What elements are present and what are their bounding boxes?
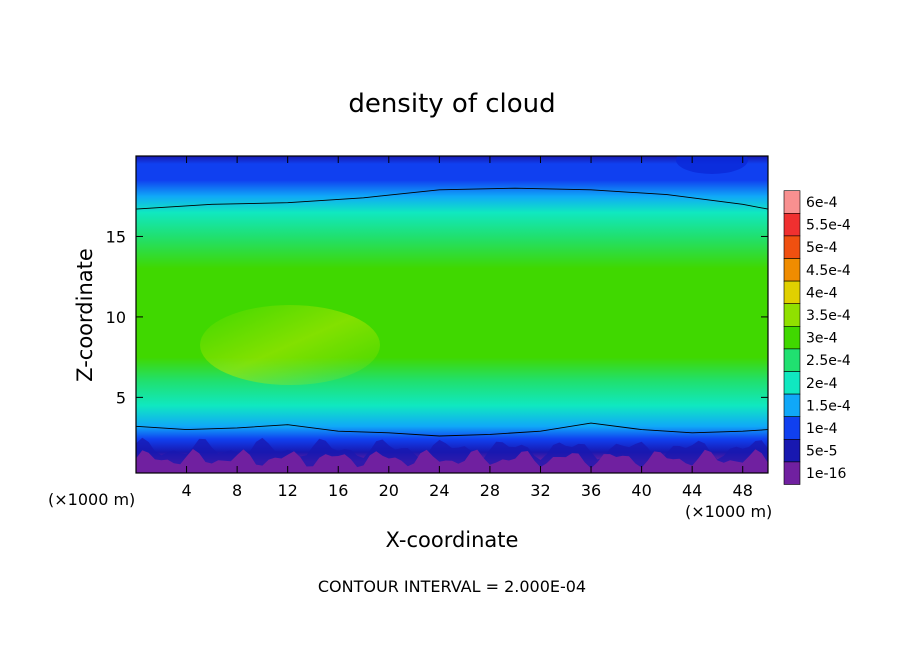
colorbar-label: 1.5e-4 (806, 398, 851, 414)
x-tick-label: 4 (181, 481, 191, 500)
low-density-ground-band (136, 437, 768, 473)
contour-line-1 (136, 187, 768, 210)
colorbar-label: 2e-4 (806, 376, 838, 392)
y-tick-label: 5 (116, 388, 126, 407)
colorbar-swatch (783, 371, 801, 395)
x-tick-label: 12 (278, 481, 298, 500)
x-tick-label: 8 (232, 481, 242, 500)
colorbar-label: 4e-4 (806, 285, 838, 301)
contour-lines (136, 187, 768, 437)
colorbar-label: 4.5e-4 (806, 263, 851, 279)
chart-title: density of cloud (348, 89, 555, 119)
colorbar-label: 2.5e-4 (806, 353, 851, 369)
y-axis-label: Z-coordinate (73, 248, 97, 382)
colorbar-swatch (783, 348, 801, 372)
x-tick-label: 32 (530, 481, 550, 500)
y-axis-ticks: 5 10 15 (106, 227, 768, 407)
x-tick-label: 28 (480, 481, 500, 500)
colorbar-swatch (783, 303, 801, 327)
colorbar-label: 6e-4 (806, 195, 838, 211)
x-tick-label: 40 (631, 481, 651, 500)
colorbar-swatch (783, 280, 801, 305)
colorbar-label: 1e-16 (806, 466, 846, 482)
y-tick-label: 10 (106, 308, 126, 327)
x-axis-ticks: 4 8 12 16 20 24 28 32 36 40 44 48 (181, 156, 753, 500)
colorbar-swatch (783, 190, 801, 214)
colorbar-label: 5.5e-4 (806, 218, 851, 234)
x-axis-label: X-coordinate (386, 528, 519, 552)
colorbar-swatch (783, 393, 801, 418)
contour-interval-note: CONTOUR INTERVAL = 2.000E-04 (318, 577, 586, 596)
colorbar-label: 5e-5 (806, 444, 837, 460)
colorbar-swatch (783, 438, 801, 463)
plot-frame (135, 155, 769, 474)
x-tick-label: 36 (581, 481, 601, 500)
x-tick-label: 48 (733, 481, 753, 500)
x-tick-label: 44 (682, 481, 702, 500)
colorbar-label: 1e-4 (806, 421, 838, 437)
colorbar-swatch (783, 416, 801, 440)
contour-line-2 (136, 422, 768, 437)
upper-corner-minimum (676, 156, 748, 174)
colorbar-swatch (783, 235, 801, 259)
x-unit-left: (×1000 m) (48, 490, 135, 509)
colorbar-label: 5e-4 (806, 240, 838, 256)
y-tick-label: 15 (106, 227, 126, 246)
colorbar: 6e-4 5.5e-4 5e-4 4.5e-4 4e-4 3.5e-4 3e-4 2.5e-4… (783, 190, 851, 485)
colorbar-swatch (783, 461, 801, 485)
colorbar-label: 3.5e-4 (806, 308, 851, 324)
x-tick-label: 16 (328, 481, 348, 500)
x-tick-label: 24 (429, 481, 449, 500)
colorbar-swatch (783, 325, 801, 350)
x-tick-label: 20 (379, 481, 399, 500)
density-band-lowest (136, 449, 768, 473)
density-maximum-region (200, 305, 380, 385)
colorbar-swatch (783, 213, 801, 237)
colorbar-label: 3e-4 (806, 331, 838, 347)
colorbar-swatch (783, 258, 801, 282)
x-unit-right: (×1000 m) (685, 502, 772, 521)
